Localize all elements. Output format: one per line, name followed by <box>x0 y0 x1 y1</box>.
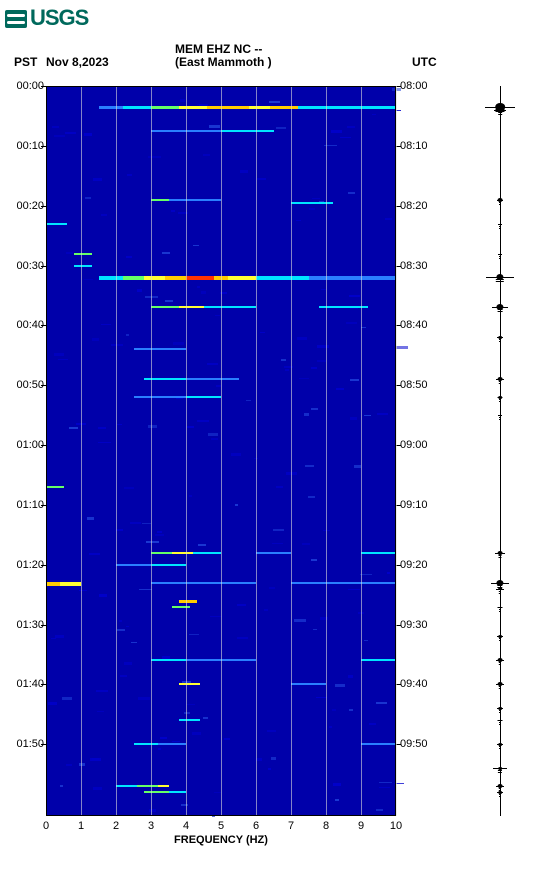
y-right-tick: 09:00 <box>400 439 442 451</box>
x-tick-label: 5 <box>218 820 224 832</box>
y-right-tick: 08:00 <box>400 80 442 92</box>
y-left-tick: 00:20 <box>2 200 44 212</box>
x-tick-label: 3 <box>148 820 154 832</box>
y-right-tick: 09:20 <box>400 559 442 571</box>
x-tick-label: 8 <box>323 820 329 832</box>
y-right-tick: 09:10 <box>400 499 442 511</box>
x-tick-label: 10 <box>390 820 402 832</box>
y-right-tick: 09:40 <box>400 678 442 690</box>
y-right-tick: 08:40 <box>400 319 442 331</box>
y-right-tick: 08:10 <box>400 140 442 152</box>
y-right-tick: 09:30 <box>400 619 442 631</box>
y-left-tick: 01:10 <box>2 499 44 511</box>
x-tick-label: 1 <box>78 820 84 832</box>
usgs-logo: USGS <box>5 5 88 31</box>
date-label: Nov 8,2023 <box>46 55 109 69</box>
station-code: MEM EHZ NC -- <box>175 42 262 56</box>
y-left-tick: 00:40 <box>2 319 44 331</box>
x-tick-label: 2 <box>113 820 119 832</box>
y-right-tick: 08:50 <box>400 379 442 391</box>
y-left-tick: 01:30 <box>2 619 44 631</box>
x-tick-label: 6 <box>253 820 259 832</box>
y-left-tick: 00:50 <box>2 379 44 391</box>
y-left-tick: 01:20 <box>2 559 44 571</box>
station-location: (East Mammoth ) <box>175 55 272 69</box>
left-timezone: PST <box>14 55 37 69</box>
x-axis-label: FREQUENCY (HZ) <box>46 834 396 846</box>
x-axis: FREQUENCY (HZ) 012345678910 <box>46 818 396 848</box>
y-left-tick: 01:50 <box>2 738 44 750</box>
x-tick-label: 4 <box>183 820 189 832</box>
right-timezone: UTC <box>412 55 437 69</box>
y-left-tick: 00:00 <box>2 80 44 92</box>
logo-wave-icon <box>5 10 27 28</box>
logo-text: USGS <box>30 5 88 30</box>
y-right-tick: 08:20 <box>400 200 442 212</box>
y-left-tick: 01:00 <box>2 439 44 451</box>
y-left-tick: 00:30 <box>2 260 44 272</box>
y-left-tick: 01:40 <box>2 678 44 690</box>
y-right-tick: 09:50 <box>400 738 442 750</box>
spectrogram-plot <box>46 86 396 816</box>
x-tick-label: 7 <box>288 820 294 832</box>
seismogram-trace <box>470 86 530 816</box>
y-right-tick: 08:30 <box>400 260 442 272</box>
y-left-tick: 00:10 <box>2 140 44 152</box>
x-tick-label: 9 <box>358 820 364 832</box>
x-tick-label: 0 <box>43 820 49 832</box>
